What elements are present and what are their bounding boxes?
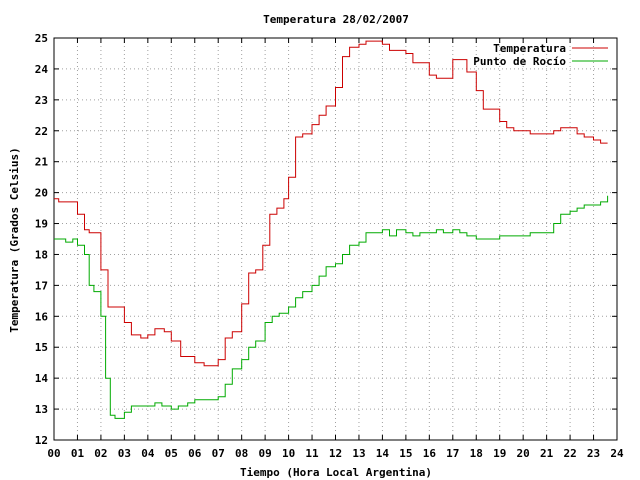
y-axis-label: Temperatura (Grados Celsius) [8, 147, 21, 332]
x-tick-label: 01 [71, 447, 85, 460]
series-lines [54, 40, 609, 419]
y-tick-label: 25 [35, 32, 48, 45]
x-tick-label: 02 [94, 447, 107, 460]
y-tick-label: 22 [35, 125, 48, 138]
series-line-0 [54, 40, 608, 367]
y-tick-label: 14 [35, 372, 49, 385]
legend-label-1: Punto de Rocío [473, 55, 566, 68]
y-tick-label: 24 [35, 63, 49, 76]
axis-ticks: 12 13 14 15 16 17 18 19 20 21 22 23 24 25 00 01 02 03 04 05… [35, 32, 624, 460]
legend-label-0: Temperatura [493, 42, 566, 55]
series-line-1 [54, 195, 609, 419]
x-tick-label: 03 [118, 447, 131, 460]
x-tick-label: 22 [563, 447, 576, 460]
y-tick-label: 20 [35, 187, 48, 200]
x-tick-label: 09 [259, 447, 272, 460]
x-tick-label: 19 [493, 447, 506, 460]
chart-title: Temperatura 28/02/2007 [263, 13, 409, 26]
x-tick-label: 11 [305, 447, 319, 460]
x-axis-label: Tiempo (Hora Local Argentina) [240, 466, 432, 479]
x-tick-label: 08 [235, 447, 248, 460]
x-tick-label: 21 [540, 447, 554, 460]
x-tick-label: 23 [587, 447, 600, 460]
x-tick-label: 00 [47, 447, 60, 460]
x-tick-label: 06 [188, 447, 202, 460]
x-tick-label: 17 [446, 447, 459, 460]
x-tick-label: 10 [282, 447, 295, 460]
x-tick-label: 20 [517, 447, 530, 460]
y-tick-label: 12 [35, 434, 48, 447]
x-tick-label: 14 [376, 447, 390, 460]
x-tick-label: 13 [352, 447, 365, 460]
x-tick-label: 05 [165, 447, 178, 460]
y-tick-label: 17 [35, 279, 48, 292]
x-tick-label: 07 [212, 447, 225, 460]
x-tick-label: 04 [141, 447, 155, 460]
x-tick-label: 15 [399, 447, 412, 460]
y-tick-label: 18 [35, 248, 48, 261]
y-tick-label: 21 [35, 156, 49, 169]
x-tick-label: 16 [423, 447, 437, 460]
y-tick-label: 16 [35, 310, 49, 323]
x-tick-label: 24 [610, 447, 624, 460]
y-tick-label: 23 [35, 94, 48, 107]
y-tick-label: 19 [35, 218, 48, 231]
y-tick-label: 15 [35, 341, 48, 354]
x-tick-label: 12 [329, 447, 342, 460]
x-tick-label: 18 [470, 447, 483, 460]
y-tick-label: 13 [35, 403, 48, 416]
